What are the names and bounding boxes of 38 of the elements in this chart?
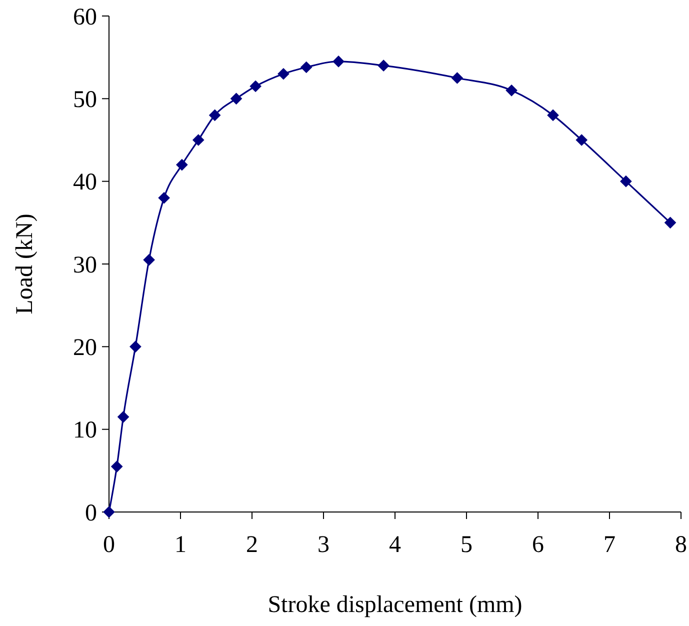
- y-tick-label: 40: [73, 170, 97, 196]
- point: [332, 56, 344, 68]
- x-tick-label: 1: [174, 532, 186, 558]
- point: [208, 109, 221, 122]
- y-tick-label: 30: [73, 252, 97, 278]
- y-tick-label: 10: [73, 418, 97, 444]
- point: [547, 109, 559, 122]
- x-tick-label: 5: [460, 532, 472, 558]
- point: [576, 134, 588, 146]
- point: [192, 134, 204, 146]
- y-tick-label: 50: [73, 87, 97, 114]
- point: [451, 72, 464, 84]
- y-axis-title: Load (kN): [12, 214, 38, 314]
- x-tick-label: 0: [103, 532, 115, 558]
- point: [143, 254, 155, 266]
- point: [278, 68, 290, 80]
- point: [620, 175, 632, 188]
- point: [176, 158, 188, 171]
- x-tick-label: 7: [604, 532, 616, 558]
- y-tick-label: 20: [73, 335, 97, 362]
- point: [230, 92, 242, 105]
- point: [110, 460, 123, 472]
- y-tick-label: 0: [85, 500, 97, 526]
- x-tick-label: 8: [675, 532, 687, 558]
- x-axis-title: Stroke displacement (mm): [268, 592, 522, 618]
- x-tick-label: 4: [389, 532, 401, 558]
- x-tick-label: 3: [318, 532, 330, 558]
- point: [506, 84, 518, 96]
- point: [130, 340, 142, 353]
- x-tick-label: 6: [532, 532, 544, 558]
- x-tick-label: 2: [246, 532, 258, 558]
- y-tick-label: 60: [73, 4, 97, 30]
- point: [158, 192, 170, 204]
- point: [250, 80, 262, 92]
- point: [378, 60, 390, 72]
- point: [117, 411, 130, 423]
- point: [664, 216, 676, 229]
- point: [300, 61, 312, 74]
